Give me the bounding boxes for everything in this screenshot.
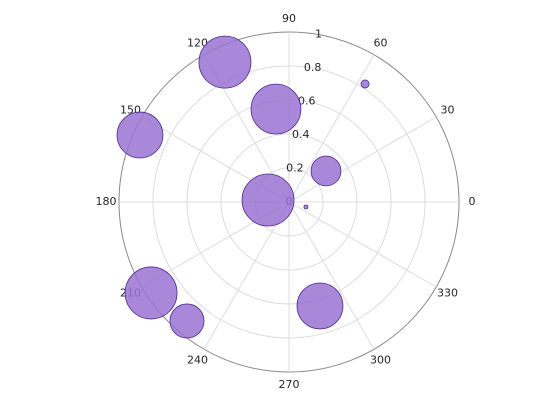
bubble <box>116 111 164 159</box>
theta-tick-label: 60 <box>374 37 388 50</box>
bubble <box>250 83 302 135</box>
theta-grid-line <box>288 116 437 203</box>
theta-tick-label: 90 <box>282 12 296 25</box>
theta-grid-line <box>288 201 437 288</box>
bubble <box>296 282 344 330</box>
bubble <box>124 266 178 320</box>
bubble <box>241 173 295 227</box>
theta-tick-label: 300 <box>370 353 391 366</box>
theta-grid-line <box>203 201 290 350</box>
bubble <box>360 79 370 89</box>
r-tick-label: 0.8 <box>304 61 322 74</box>
theta-tick-label: 240 <box>187 353 208 366</box>
bubble <box>303 204 309 210</box>
theta-grid-line <box>288 54 375 203</box>
r-tick-label: 0.6 <box>298 95 316 108</box>
theta-grid-line <box>288 201 375 350</box>
r-tick-label: 0.4 <box>292 128 310 141</box>
bubble <box>198 35 252 89</box>
theta-tick-label: 30 <box>440 104 454 117</box>
theta-tick-label: 330 <box>437 287 458 300</box>
theta-tick-label: 270 <box>279 378 300 391</box>
theta-tick-label: 180 <box>96 195 117 208</box>
r-tick-label: 0.2 <box>286 162 304 175</box>
bubble <box>310 155 342 187</box>
theta-tick-label: 120 <box>187 37 208 50</box>
bubble <box>169 303 205 339</box>
theta-tick-label: 0 <box>469 195 476 208</box>
r-tick-label: 1 <box>315 28 322 41</box>
